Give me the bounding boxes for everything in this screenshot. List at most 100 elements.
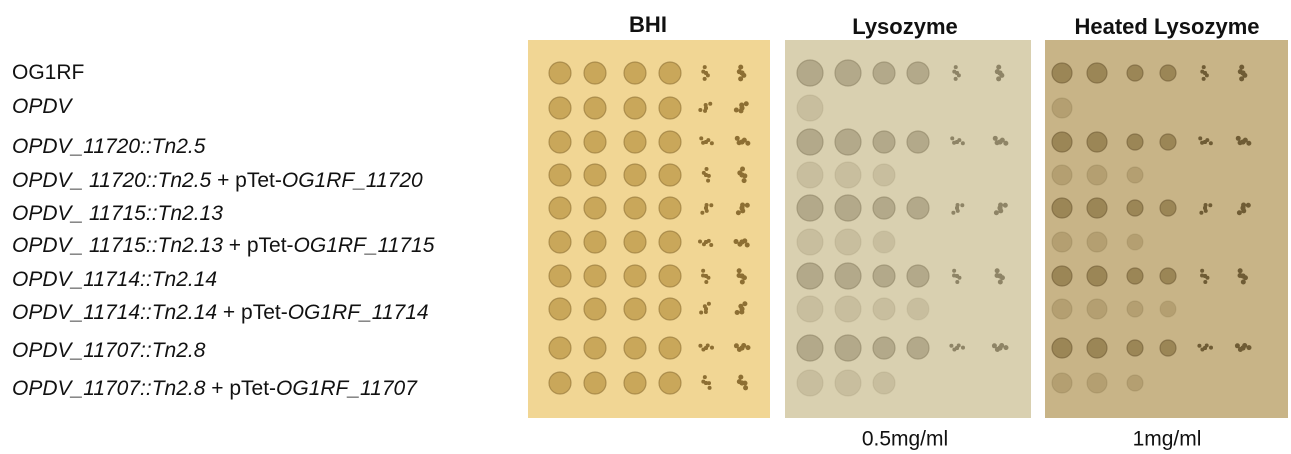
panel-title: BHI (629, 12, 667, 37)
colony (955, 346, 959, 350)
colony (738, 76, 744, 82)
label-part: OPDV_11714::Tn2.14 (12, 301, 217, 324)
colony (704, 206, 708, 210)
spot (834, 334, 862, 362)
colony (698, 239, 703, 244)
spot (658, 130, 682, 154)
colony (706, 301, 711, 306)
spot (1126, 339, 1144, 357)
spot (623, 96, 647, 120)
spot (906, 297, 930, 321)
colony (709, 203, 714, 208)
spot (583, 196, 607, 220)
colony (739, 205, 745, 211)
colony (1240, 205, 1246, 211)
spot (834, 262, 862, 290)
colony (1203, 274, 1207, 278)
label-part: + pTet- (223, 234, 294, 257)
spot (872, 163, 896, 187)
colony (1002, 202, 1008, 208)
spot (796, 334, 824, 362)
colony (952, 268, 957, 273)
colony (739, 172, 745, 178)
spot (548, 96, 572, 120)
colony (703, 103, 708, 108)
colony (955, 206, 959, 210)
colony (739, 273, 745, 279)
spot (1126, 300, 1144, 318)
colony (738, 64, 744, 70)
colony (699, 136, 704, 141)
colony (699, 310, 704, 315)
spot (834, 228, 862, 256)
colony (704, 173, 708, 177)
colony (1198, 136, 1203, 141)
label-part: OG1RF_11707 (276, 377, 418, 400)
label-part: OPDV_11714::Tn2.14 (12, 268, 217, 291)
colony (992, 135, 998, 141)
colony (1203, 346, 1207, 350)
colony (955, 140, 959, 144)
colony (997, 345, 1003, 351)
colony (950, 136, 955, 141)
colony (1200, 268, 1205, 273)
colony (955, 274, 959, 278)
strain-label: OPDV_ 11715::Tn2.13 + pTet-OG1RF_11715 (12, 234, 435, 257)
spot (623, 163, 647, 187)
spot (658, 230, 682, 254)
spot (1126, 64, 1144, 82)
spot (623, 371, 647, 395)
spot (1051, 337, 1073, 359)
spot (623, 336, 647, 360)
spot (658, 371, 682, 395)
colony (952, 273, 957, 278)
spot (872, 264, 896, 288)
colony (1236, 210, 1242, 216)
spot (583, 61, 607, 85)
colony (702, 76, 707, 81)
colony (708, 101, 713, 106)
spot (1086, 337, 1108, 359)
colony (739, 380, 745, 386)
colony (1203, 206, 1207, 210)
spot (834, 161, 862, 189)
colony (991, 343, 997, 349)
spot (658, 264, 682, 288)
spot (796, 94, 824, 122)
spot (548, 371, 572, 395)
colony (701, 273, 706, 278)
label-part: OG1RF_11714 (288, 301, 429, 324)
colony (1203, 140, 1207, 144)
strain-label: OG1RF (12, 61, 84, 84)
colony (960, 203, 965, 208)
spot (872, 297, 896, 321)
spot (1086, 197, 1108, 219)
colony (704, 71, 708, 75)
colony (951, 210, 956, 215)
spot (548, 264, 572, 288)
colony (745, 140, 751, 146)
colony (706, 381, 711, 386)
spot (1051, 372, 1073, 394)
colony (741, 178, 747, 184)
spot (1086, 164, 1108, 186)
colony (744, 202, 750, 208)
spot (906, 264, 930, 288)
spot (796, 59, 824, 87)
spot (834, 128, 862, 156)
spot (872, 196, 896, 220)
colony (703, 309, 708, 314)
colony (960, 141, 965, 146)
spot (796, 228, 824, 256)
colony (739, 70, 745, 76)
spot (796, 161, 824, 189)
colony (1239, 76, 1245, 82)
colony (739, 239, 745, 245)
colony (1208, 203, 1213, 208)
colony (1245, 202, 1251, 208)
plate-heated (1045, 40, 1288, 418)
spot (548, 230, 572, 254)
spot (872, 336, 896, 360)
colony (709, 345, 714, 350)
